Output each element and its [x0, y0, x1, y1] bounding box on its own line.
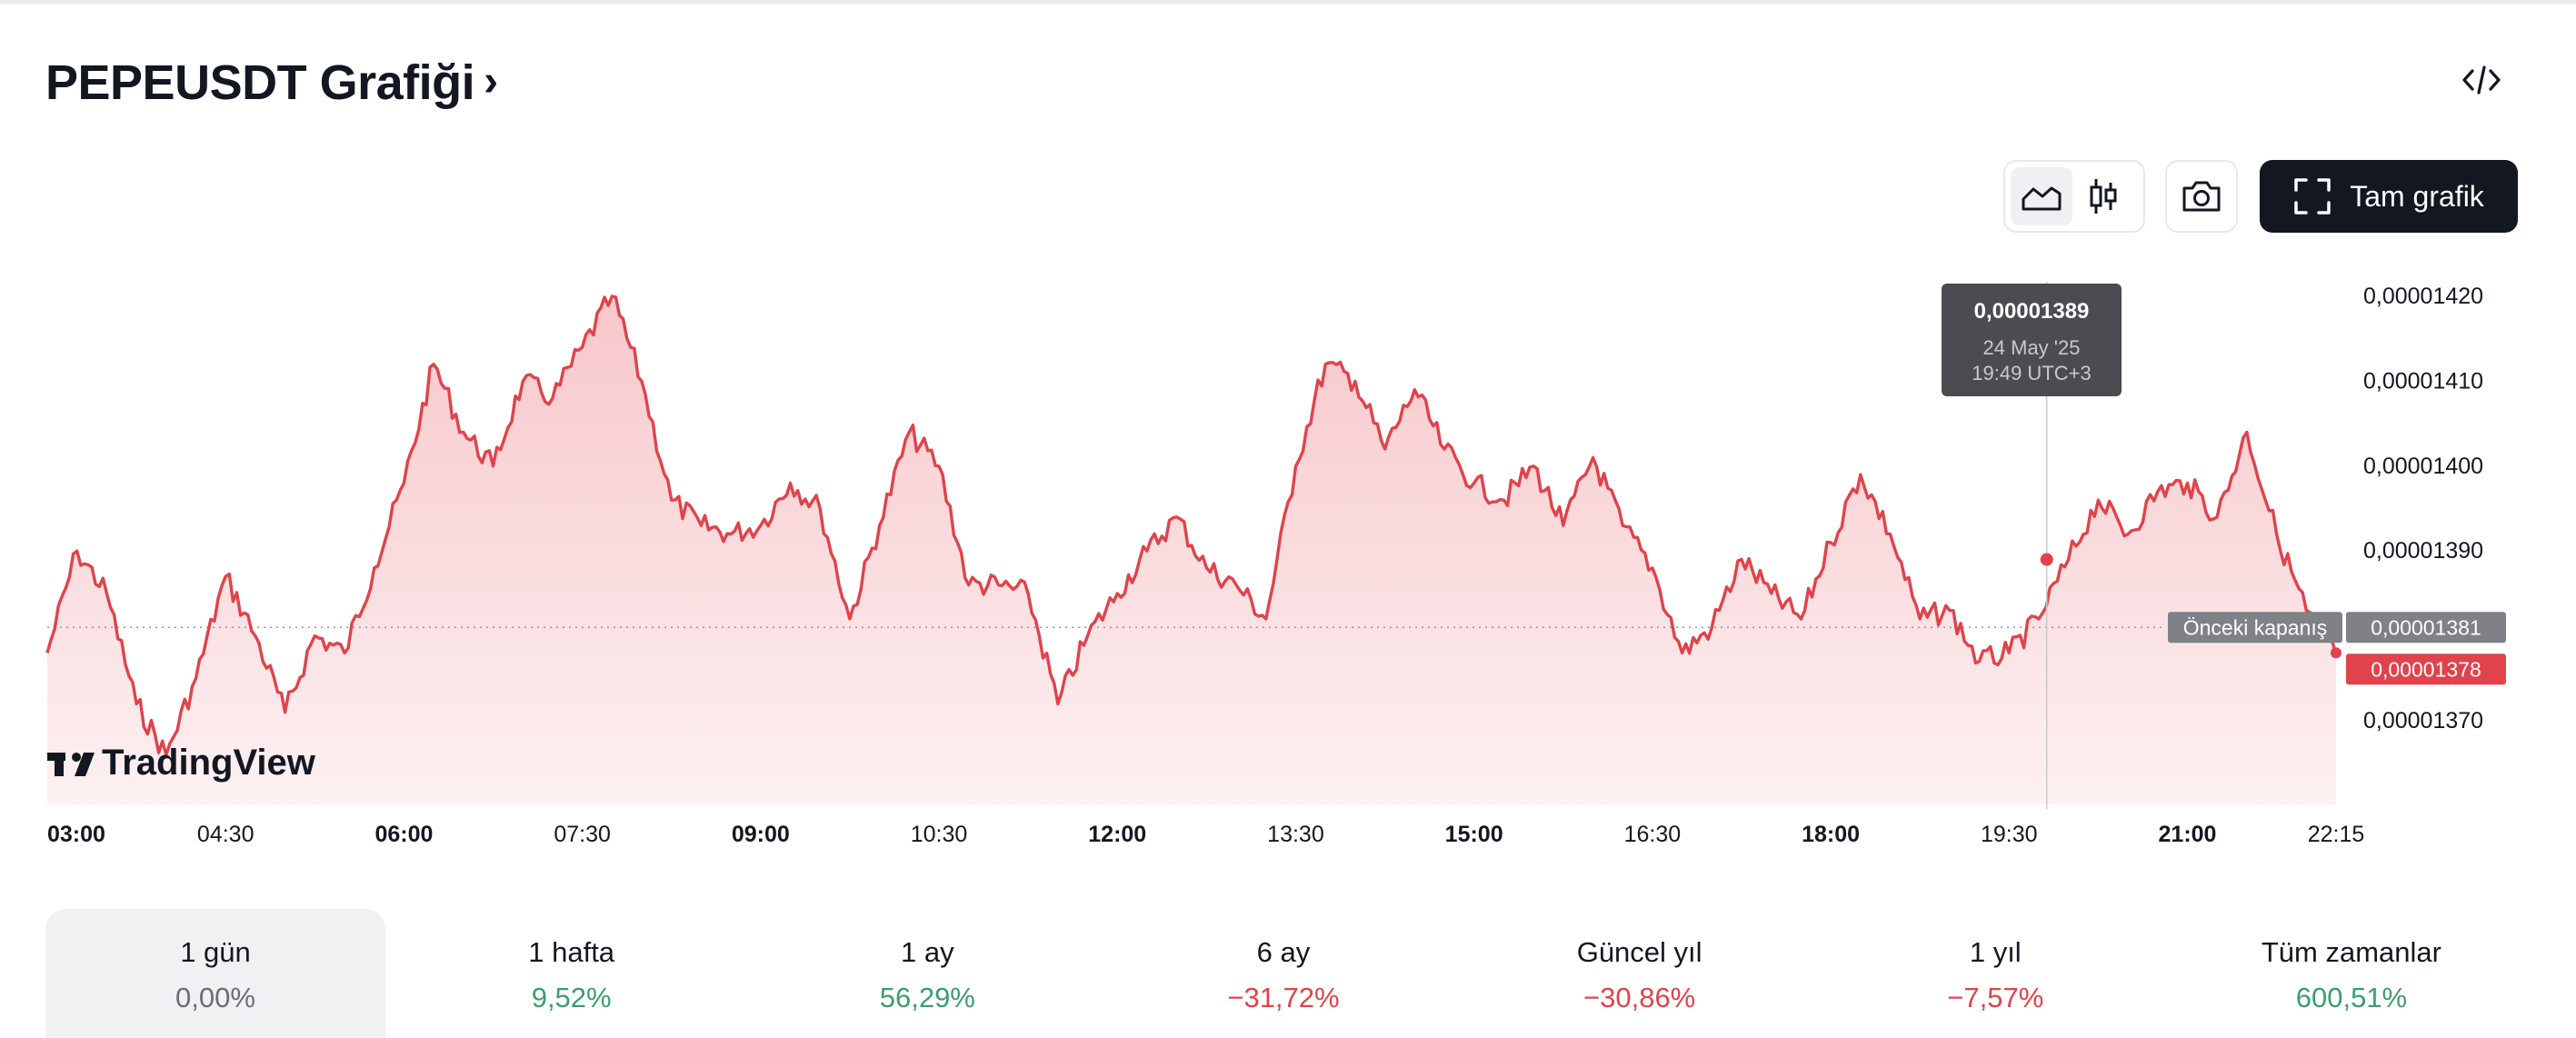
x-tick-label: 18:00 [1802, 822, 1860, 847]
period-tab-change: 600,51% [2295, 982, 2408, 1013]
x-tick-label: 21:00 [2159, 822, 2217, 847]
top-divider [0, 0, 2576, 4]
candlestick-icon [2090, 179, 2117, 214]
period-tab-label: 1 yıl [1969, 936, 2022, 968]
x-tick-label: 06:00 [374, 822, 433, 847]
period-tab[interactable]: Güncel yıl −30,86% [1470, 909, 1810, 1038]
period-tab-label: Tüm zamanlar [2261, 936, 2441, 968]
x-tick-label: 07:30 [554, 822, 611, 847]
period-tab-change: −31,72% [1227, 982, 1340, 1013]
fullscreen-corners-icon [2294, 178, 2331, 215]
x-tick-label: 09:00 [732, 822, 790, 847]
price-line [45, 294, 2338, 757]
x-tick-label: 10:30 [911, 822, 968, 847]
last-price-bg [2346, 654, 2506, 685]
last-price-dot [2331, 647, 2341, 659]
crosshair-point [2040, 553, 2053, 566]
previous-close-value: 0,00001381 [2371, 615, 2481, 639]
embed-code-button[interactable] [2454, 53, 2509, 107]
x-tick-label: 22:15 [2308, 822, 2365, 847]
tradingview-wordmark: TradingView [102, 743, 316, 783]
previous-close-label-bg [2168, 612, 2342, 644]
period-tab-change: 0,00% [175, 982, 255, 1013]
tooltip-time: 19:49 UTC+3 [1972, 362, 2091, 384]
x-tick-label: 15:00 [1445, 822, 1503, 847]
x-tick-label: 16:30 [1624, 822, 1682, 847]
period-tab-label: 6 ay [1256, 936, 1311, 968]
x-tick-label: 12:00 [1088, 822, 1146, 847]
period-tab-change: 9,52% [531, 982, 612, 1013]
tooltip-date: 24 May '25 [1983, 336, 2081, 359]
screenshot-button[interactable] [2165, 160, 2238, 233]
period-tab[interactable]: 1 gün 0,00% [45, 909, 385, 1038]
period-tab-change: −7,57% [1947, 982, 2044, 1013]
full-chart-button[interactable]: Tam grafik [2260, 160, 2518, 233]
x-tick-label: 19:30 [1981, 822, 2038, 847]
chevron-right-icon: › [484, 56, 498, 105]
previous-close-tag: Önceki kapanış 0,00001381 [2168, 612, 2506, 644]
price-tooltip: 0,00001389 24 May '25 19:49 UTC+3 [1942, 284, 2122, 396]
chart-title-link[interactable]: PEPEUSDT Grafiği › [45, 51, 498, 115]
previous-close-label: Önceki kapanış [2183, 615, 2328, 639]
tooltip-background [1942, 284, 2122, 396]
x-tick-label: 13:30 [1267, 822, 1324, 847]
period-tab-label: 1 gün [180, 936, 251, 968]
camera-icon [2182, 181, 2221, 212]
y-tick-label: 0,00001410 [2363, 368, 2483, 394]
price-chart[interactable]: 0,00001389 24 May '25 19:49 UTC+3 0,000014… [0, 255, 2576, 863]
period-tabs: 1 gün 0,00% 1 hafta 9,52% 1 ay 56,29% 6 ay −31,… [45, 909, 2521, 1038]
price-area-fill [47, 296, 2336, 804]
code-embed-icon [2462, 65, 2501, 95]
chart-style-toggle [2003, 160, 2145, 233]
area-chart-button[interactable] [2011, 167, 2072, 225]
last-price-tag: 0,00001378 [2346, 654, 2506, 685]
period-tab-change: 56,29% [879, 982, 975, 1013]
x-tick-label: 04:30 [197, 822, 255, 847]
tooltip-price: 0,00001389 [1974, 299, 2090, 324]
period-tab[interactable]: Tüm zamanlar 600,51% [2182, 909, 2521, 1038]
last-price-value: 0,00001378 [2371, 657, 2481, 681]
previous-close-value-bg [2346, 612, 2506, 644]
area-chart-icon [2022, 186, 2062, 211]
period-tab-change: −30,86% [1583, 982, 1696, 1013]
period-tab[interactable]: 1 yıl −7,57% [1825, 909, 2165, 1038]
tradingview-logo: TradingView [47, 743, 316, 783]
full-chart-label: Tam grafik [2350, 179, 2484, 213]
candlestick-chart-button[interactable] [2072, 167, 2134, 225]
x-tick-label: 03:00 [47, 822, 105, 847]
y-tick-label: 0,00001420 [2363, 284, 2483, 309]
page-title: PEPEUSDT Grafiği [45, 55, 475, 110]
y-tick-label: 0,00001390 [2363, 538, 2483, 564]
y-tick-label: 0,00001400 [2363, 454, 2483, 479]
period-tab-label: 1 hafta [528, 936, 615, 968]
period-tab[interactable]: 6 ay −31,72% [1113, 909, 1453, 1038]
period-tab-label: Güncel yıl [1576, 936, 1702, 968]
period-tab[interactable]: 1 ay 56,29% [757, 909, 1097, 1038]
period-tab[interactable]: 1 hafta 9,52% [402, 909, 742, 1038]
y-tick-label: 0,00001370 [2363, 708, 2483, 734]
period-tab-label: 1 ay [901, 936, 954, 968]
